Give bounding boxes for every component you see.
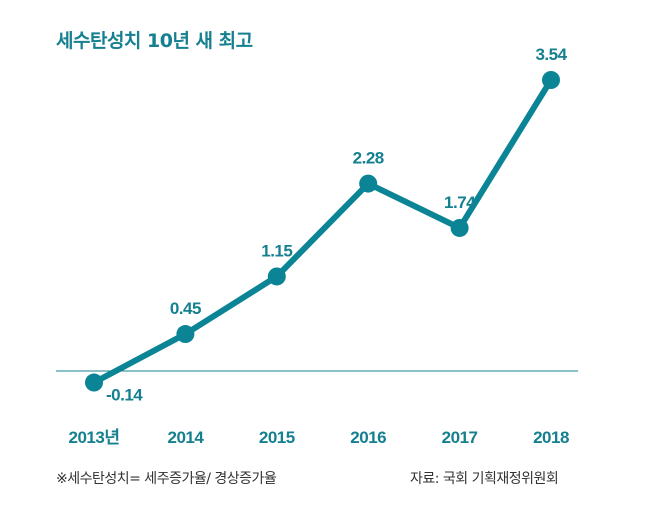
data-point	[359, 174, 378, 193]
data-point	[450, 218, 469, 237]
chart-title: 세수탄성치 10년 새 최고	[56, 30, 253, 52]
data-point	[85, 373, 103, 392]
series-line	[91, 77, 554, 386]
x-tick-label: 2013년	[69, 428, 120, 447]
x-tick-label: 2016	[350, 428, 386, 447]
data-label: 1.15	[261, 241, 292, 260]
x-tick-label: 2014	[167, 428, 204, 447]
data-label: -0.14	[106, 386, 143, 405]
data-point	[176, 325, 195, 344]
x-tick-label: 2015	[259, 428, 295, 447]
data-point	[267, 267, 286, 286]
data-label: 2.28	[353, 149, 384, 168]
x-tick-label: 2017	[442, 428, 478, 447]
data-point	[542, 71, 560, 89]
source-note: 자료: 국회 기획재정위원회	[410, 471, 559, 487]
data-label: 0.45	[170, 299, 201, 318]
x-tick-label: 2018	[533, 428, 569, 447]
data-label: 3.54	[535, 45, 567, 64]
footnote: ※세수탄성치= 세주증가율/ 경상증가율	[56, 471, 277, 487]
data-label: 1.74	[444, 193, 476, 212]
